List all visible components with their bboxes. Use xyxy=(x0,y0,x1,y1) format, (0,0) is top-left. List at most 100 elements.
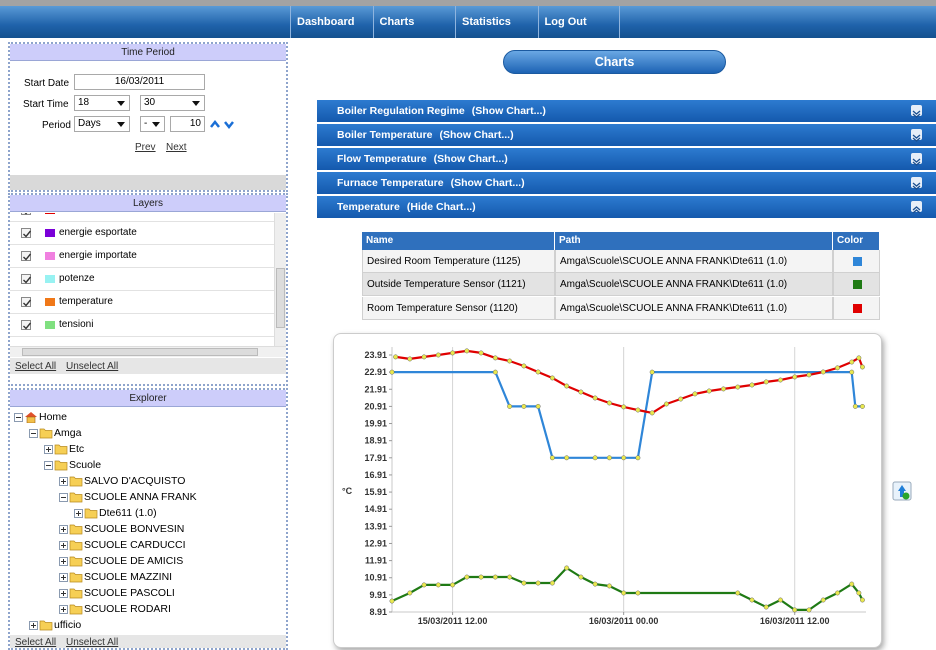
data-point xyxy=(820,369,826,375)
data-point xyxy=(393,354,399,360)
data-point xyxy=(778,377,783,383)
section-bar[interactable]: Furnace Temperature (Show Chart...) xyxy=(317,172,936,194)
section-toggle[interactable] xyxy=(911,201,922,214)
unit-select[interactable]: Days xyxy=(74,116,130,132)
layer-swatch xyxy=(45,321,55,329)
tree-label[interactable]: SCUOLE PASCOLI xyxy=(84,587,175,599)
tree-toggle[interactable] xyxy=(59,493,68,502)
section-bar[interactable]: Flow Temperature (Show Chart...) xyxy=(317,148,936,170)
panel-header: Time Period xyxy=(10,44,286,61)
data-point xyxy=(806,372,812,378)
data-point xyxy=(421,354,427,360)
tree-toggle[interactable] xyxy=(59,557,68,566)
minute-select[interactable]: 30 xyxy=(140,95,205,111)
tree-toggle[interactable] xyxy=(29,429,38,438)
sign-select[interactable]: - xyxy=(140,116,165,132)
tree-label[interactable]: SCUOLE BONVESIN xyxy=(84,523,185,535)
folder-icon xyxy=(39,427,53,439)
section-bar[interactable]: Temperature (Hide Chart...) xyxy=(317,196,936,218)
tree-toggle[interactable] xyxy=(59,589,68,598)
v-scrollbar[interactable] xyxy=(274,213,286,346)
data-point xyxy=(849,369,855,375)
unselect-all[interactable]: Unselect All xyxy=(66,361,119,372)
tree-label[interactable]: Amga xyxy=(54,427,82,439)
tree-toggle[interactable] xyxy=(59,573,68,582)
next-link[interactable]: Next xyxy=(166,142,187,153)
select-all[interactable]: Select All xyxy=(15,361,57,372)
tree-toggle[interactable] xyxy=(59,477,68,486)
section-toggle[interactable] xyxy=(911,153,922,166)
tree-toggle[interactable] xyxy=(59,525,68,534)
data-point xyxy=(621,404,627,410)
series-line xyxy=(392,371,863,459)
section-toggle[interactable] xyxy=(911,105,922,118)
tree-label[interactable]: Dte611 (1.0) xyxy=(99,507,157,519)
y-tick-label: 10.91 xyxy=(364,573,387,583)
y-tick-label: 23.91 xyxy=(364,350,387,360)
layer-label[interactable]: potenze xyxy=(59,273,95,284)
data-point xyxy=(778,597,783,603)
tree-toggle[interactable] xyxy=(29,621,38,630)
section-toggle[interactable] xyxy=(911,177,922,190)
prev-link[interactable]: Prev xyxy=(135,142,156,153)
folder-icon xyxy=(39,619,53,631)
nav-item[interactable]: Charts xyxy=(372,6,456,38)
select-all[interactable]: Select All xyxy=(15,637,57,648)
tree-toggle[interactable] xyxy=(44,461,53,470)
page-title-button[interactable]: Charts xyxy=(503,50,726,74)
checkbox[interactable] xyxy=(21,251,32,261)
tree-label[interactable]: Scuole xyxy=(69,459,102,471)
nav-item[interactable]: Dashboard xyxy=(290,6,373,38)
tree-toggle[interactable] xyxy=(74,509,83,518)
section-bar[interactable]: Boiler Regulation Regime (Show Chart...) xyxy=(317,100,936,122)
tree-label[interactable]: Home xyxy=(39,411,68,423)
spin-buttons[interactable] xyxy=(208,118,242,130)
folder-icon xyxy=(69,555,83,567)
tree-toggle[interactable] xyxy=(59,541,68,550)
layer-label[interactable]: energie importate xyxy=(59,250,137,261)
data-point xyxy=(535,369,541,375)
tree-toggle[interactable] xyxy=(59,605,68,614)
unselect-all[interactable]: Unselect All xyxy=(66,637,119,648)
checkbox[interactable] xyxy=(21,274,32,284)
data-point xyxy=(635,455,641,461)
layer-label[interactable]: energie esportate xyxy=(59,227,137,238)
x-tick-label: 16/03/2011 00.00 xyxy=(589,616,659,626)
date-input[interactable]: 16/03/2011 xyxy=(74,74,205,90)
hour-select[interactable]: 18 xyxy=(74,95,130,111)
count-input[interactable]: 10 xyxy=(170,116,205,132)
tree-label[interactable]: SCUOLE MAZZINI xyxy=(84,571,173,583)
layer-label[interactable]: temperature xyxy=(59,296,113,307)
tree-label[interactable]: SCUOLE RODARI xyxy=(84,603,171,615)
checkbox[interactable] xyxy=(21,228,32,238)
h-scrollbar[interactable] xyxy=(10,346,286,357)
checkbox[interactable] xyxy=(21,213,31,215)
tree-label[interactable]: ufficio xyxy=(54,619,82,631)
tree-label[interactable]: SCUOLE ANNA FRANK xyxy=(84,491,197,503)
checkbox[interactable] xyxy=(21,320,32,330)
section-action: (Hide Chart...) xyxy=(406,201,476,213)
data-point xyxy=(407,590,413,596)
tree-toggle[interactable] xyxy=(44,445,53,454)
data-point xyxy=(706,388,712,394)
tree-label[interactable]: SCUOLE CARDUCCI xyxy=(84,539,186,551)
tree-label[interactable]: Etc xyxy=(69,443,85,455)
section-bar[interactable]: Boiler Temperature (Show Chart...) xyxy=(317,124,936,146)
tree-toggle[interactable] xyxy=(14,413,23,422)
layer-swatch xyxy=(45,275,55,283)
checkbox[interactable] xyxy=(21,297,32,307)
nav-bar xyxy=(0,6,936,38)
layer-label[interactable]: tensioni xyxy=(59,319,94,330)
folder-icon xyxy=(69,475,83,487)
layers-panel: Layers correnti energie esportate energie … xyxy=(8,193,288,386)
y-tick-label: 21.91 xyxy=(364,384,387,394)
layer-label[interactable]: correnti xyxy=(59,213,92,215)
section-toggle[interactable] xyxy=(911,129,922,142)
nav-item[interactable]: Statistics xyxy=(455,6,538,38)
nav-item[interactable]: Log Out xyxy=(537,6,620,38)
color-swatch xyxy=(853,303,862,313)
export-icon[interactable] xyxy=(892,481,912,501)
tree-label[interactable]: SCUOLE DE AMICIS xyxy=(84,555,184,567)
table-cell: Amga\Scuole\SCUOLE ANNA FRANK\Dte611 (1.… xyxy=(555,296,833,320)
tree-label[interactable]: SALVO D'ACQUISTO xyxy=(84,475,186,487)
